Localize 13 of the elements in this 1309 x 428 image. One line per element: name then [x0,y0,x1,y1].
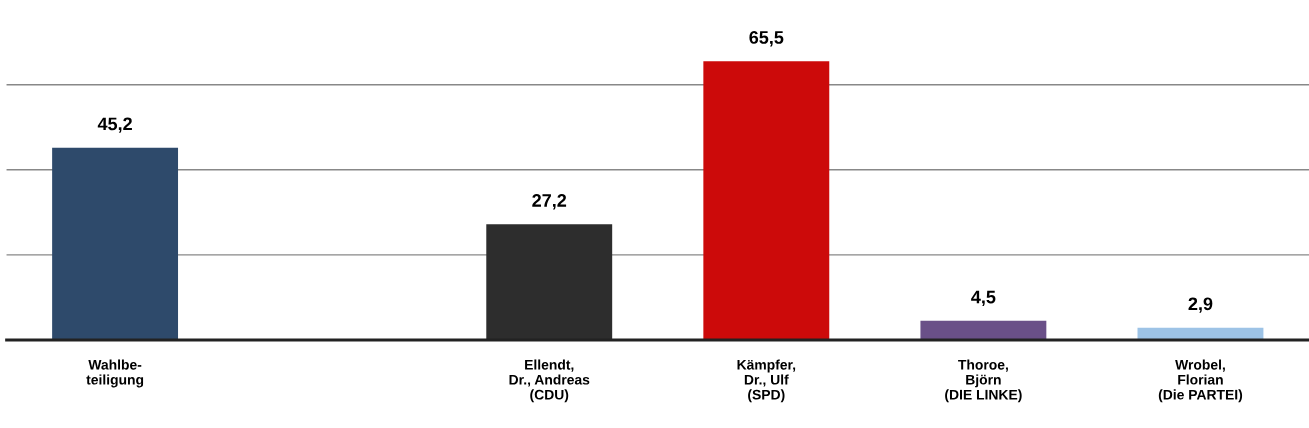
x-tick-label: Kämpfer, Dr., Ulf (SPD) [737,359,796,403]
bar [703,61,830,340]
data-label: 2,9 [1188,297,1213,313]
bar [920,320,1047,340]
bar [52,147,179,340]
data-label: 45,2 [97,117,132,133]
x-tick-label: Ellendt, Dr., Andreas (CDU) [509,359,590,403]
x-tick-label: Wrobel, Florian (Die PARTEI) [1158,359,1243,403]
data-label: 65,5 [749,31,784,47]
data-label: 27,2 [532,194,567,210]
data-label: 4,5 [971,290,996,307]
x-tick-label: Thoroe, Björn (DIE LINKE) [945,359,1022,403]
x-tick-label: Wahlbe- teiligung [86,359,144,388]
